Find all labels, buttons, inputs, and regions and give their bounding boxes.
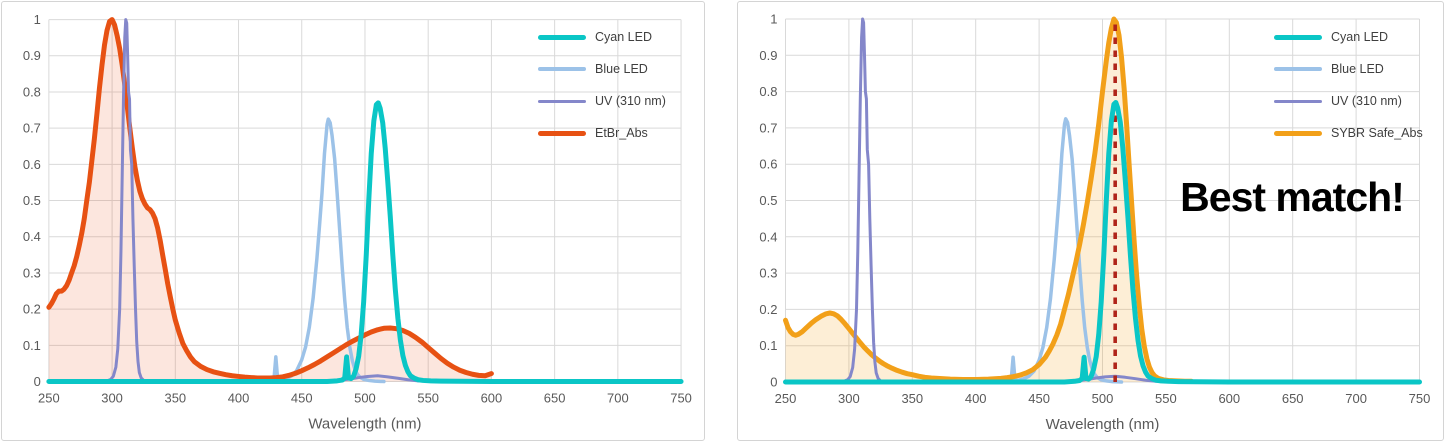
x-tick-label: 500 — [354, 390, 376, 405]
uv-310-nm-line-swatch — [538, 99, 586, 103]
x-tick-label: 700 — [607, 390, 629, 405]
x-tick-label: 750 — [1409, 391, 1431, 406]
legend-item-uv-310-nm: UV (310 nm) — [538, 85, 666, 117]
x-tick-label: 500 — [1092, 391, 1114, 406]
legend-label: SYBR Safe_Abs — [1331, 126, 1423, 140]
etbr-abs-area-fill — [48, 19, 492, 382]
x-tick-label: 400 — [965, 391, 987, 406]
x-tick-label: 300 — [101, 390, 123, 405]
legend: Cyan LED Blue LED UV (310 nm) EtBr_Abs — [538, 21, 666, 149]
cyan-led-curve — [783, 100, 1422, 385]
y-tick-label: 0.2 — [759, 302, 777, 317]
cyan-led-line-swatch — [1274, 34, 1322, 40]
x-axis-title: Wavelength (nm) — [1046, 416, 1160, 433]
y-tick-label: 1 — [770, 12, 777, 27]
y-tick-label: 0.3 — [759, 266, 777, 281]
x-tick-label: 300 — [838, 391, 860, 406]
y-tick-label: 0.9 — [759, 48, 777, 63]
sybr-safe-abs-line-swatch — [1274, 130, 1322, 136]
y-tick-label: 1 — [34, 12, 41, 27]
x-tick-label: 550 — [417, 390, 439, 405]
uv-310-nm-line-swatch — [1274, 99, 1322, 103]
legend-item-cyan-led: Cyan LED — [538, 21, 666, 53]
y-tick-label: 0.2 — [23, 302, 41, 317]
y-tick-label: 0.6 — [759, 157, 777, 172]
uv-310-nm-curve — [784, 17, 1181, 384]
x-tick-label: 450 — [1028, 391, 1050, 406]
cyan-led-line-swatch — [538, 34, 586, 40]
y-tick-label: 0.5 — [759, 193, 777, 208]
legend-label: Cyan LED — [595, 30, 652, 44]
legend-label: Cyan LED — [1331, 30, 1388, 44]
x-tick-label: 650 — [1282, 391, 1304, 406]
legend-label: Blue LED — [1331, 62, 1384, 76]
x-tick-label: 550 — [1155, 391, 1177, 406]
x-tick-label: 450 — [291, 390, 313, 405]
uv-310-nm-curve — [47, 18, 443, 384]
sybr-safe-abs-curve — [783, 16, 1194, 384]
sybr-chart-panel: 1 0.9 0.8 0.7 0.6 0.5 0.4 0.3 0.2 0.1 0 250 300 350 40… — [737, 1, 1444, 441]
x-axis-title: Wavelength (nm) — [308, 415, 421, 432]
legend-item-etbr-abs: EtBr_Abs — [538, 117, 666, 149]
gridlines — [48, 19, 682, 383]
y-tick-label: 0.7 — [759, 120, 777, 135]
blue-led-line-swatch — [538, 67, 586, 71]
blue-led-line-swatch — [1274, 67, 1322, 71]
legend-item-cyan-led: Cyan LED — [1274, 21, 1423, 53]
etbr-abs-line-swatch — [538, 130, 586, 136]
y-tick-label: 0.3 — [23, 265, 41, 280]
legend-label: EtBr_Abs — [595, 126, 648, 140]
legend-item-sybr-safe-abs: SYBR Safe_Abs — [1274, 117, 1423, 149]
y-tick-label: 0.7 — [23, 121, 41, 136]
x-tick-label: 600 — [1218, 391, 1240, 406]
legend-item-blue-led: Blue LED — [1274, 53, 1423, 85]
legend-item-uv-310-nm: UV (310 nm) — [1274, 85, 1423, 117]
y-tick-label: 0.9 — [23, 48, 41, 63]
x-tick-label: 700 — [1345, 391, 1367, 406]
x-tick-label: 250 — [775, 391, 797, 406]
sybr-safe-abs-area-fill — [785, 19, 1192, 382]
x-tick-label: 600 — [481, 390, 503, 405]
y-tick-label: 0 — [34, 374, 41, 389]
etbr-abs-curve — [46, 17, 494, 381]
y-tick-label: 0.1 — [759, 338, 777, 353]
etbr-chart-panel: 1 0.9 0.8 0.7 0.6 0.5 0.4 0.3 0.2 0.1 0 250 300 350 40… — [1, 1, 705, 441]
legend-label: Blue LED — [595, 62, 648, 76]
legend-label: UV (310 nm) — [1331, 94, 1402, 108]
y-tick-label: 0.5 — [23, 193, 41, 208]
y-tick-label: 0.6 — [23, 157, 41, 172]
x-tick-label: 350 — [164, 390, 186, 405]
best-match-annotation: Best match! — [1180, 174, 1405, 220]
y-tick-label: 0.4 — [759, 229, 777, 244]
legend: Cyan LED Blue LED UV (310 nm) SYBR Safe_Abs — [1274, 21, 1423, 149]
cyan-led-curve — [46, 100, 684, 385]
y-tick-label: 0.8 — [23, 84, 41, 99]
x-tick-label: 350 — [901, 391, 923, 406]
x-tick-label: 650 — [544, 390, 566, 405]
y-tick-label: 0.4 — [23, 229, 41, 244]
legend-item-blue-led: Blue LED — [538, 53, 666, 85]
y-tick-label: 0 — [770, 375, 777, 390]
y-tick-label: 0.8 — [759, 84, 777, 99]
x-tick-label: 750 — [670, 390, 692, 405]
y-tick-label: 0.1 — [23, 338, 41, 353]
x-tick-label: 250 — [38, 390, 60, 405]
legend-label: UV (310 nm) — [595, 94, 666, 108]
x-tick-label: 400 — [228, 390, 250, 405]
